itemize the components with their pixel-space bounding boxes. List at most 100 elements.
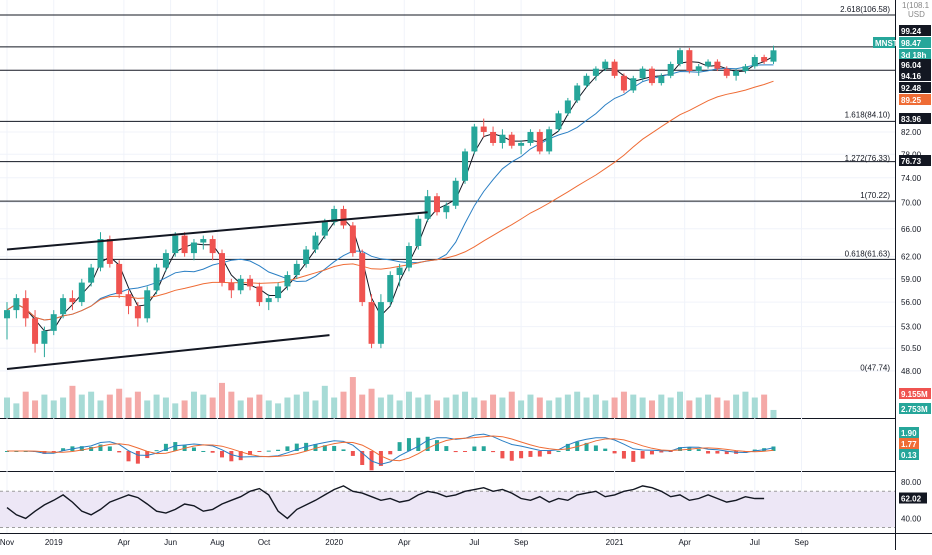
macd-hist-bar (416, 437, 421, 451)
candle-body (705, 61, 712, 67)
price-badge-text: MNST (875, 39, 898, 48)
ma-line-ma_mid (6, 64, 774, 321)
volume-bar (172, 403, 179, 418)
macd-hist-bar (472, 446, 477, 451)
candle-body (630, 78, 637, 91)
volume-bar (340, 391, 347, 418)
volume-bar (742, 391, 749, 418)
candle-body (658, 75, 665, 84)
macd-hist-bar (406, 438, 411, 451)
fib-label: 2.618(106.58) (840, 5, 890, 14)
candle-body (218, 253, 225, 283)
volume-bar (209, 397, 216, 418)
corner-label: 1(108.1 (902, 1, 930, 10)
candle-body (125, 294, 132, 307)
volume-bar (415, 397, 422, 418)
macd-hist-bar (126, 451, 131, 462)
candle-body (162, 253, 169, 268)
horizontal-levels (0, 14, 895, 260)
macd-hist-bar (294, 443, 299, 451)
candle-body (723, 68, 730, 76)
candle-body (405, 246, 412, 268)
macd-hist-bar (481, 446, 486, 451)
candle-body (415, 218, 422, 247)
volume-bar (424, 394, 431, 418)
candle-body (181, 235, 188, 254)
volume-bar (546, 400, 553, 418)
candle-body (677, 50, 684, 64)
volume-bar (564, 394, 571, 418)
macd-hist-bar (678, 447, 683, 451)
volume-bar (331, 397, 338, 418)
fib-labels: 2.618(106.58) 1.618(84.10) 1.272(76.33) 1(7… (840, 5, 890, 372)
volume-bar (471, 397, 478, 418)
macd-badge (899, 438, 919, 449)
volume-bar (695, 397, 702, 418)
macd-hist-bar (219, 451, 224, 458)
macd-pane (5, 433, 776, 471)
candle-body (667, 63, 674, 76)
volume-bar (396, 400, 403, 418)
volume-badge (899, 388, 931, 399)
rsi-badge (899, 492, 927, 504)
macd-hist-bar (547, 451, 552, 455)
volume-bar (237, 400, 244, 418)
macd-badge-text: 0.13 (901, 451, 917, 460)
candle-body (172, 235, 179, 254)
macd-hist-bar (79, 446, 84, 451)
volume-bar (4, 397, 11, 418)
candle-body (144, 290, 151, 319)
candle-body (480, 126, 487, 132)
price-badge (873, 37, 895, 48)
candle-body (490, 131, 497, 143)
volume-bar (499, 397, 506, 418)
volume-bar (153, 394, 160, 418)
volume-bar (527, 394, 534, 418)
candle-body (60, 298, 67, 315)
candle-body (4, 310, 11, 319)
volume-bar (200, 394, 207, 418)
volume-bar (88, 391, 95, 418)
macd-hist-bar (715, 451, 720, 454)
candle-body (41, 330, 48, 344)
candle-body (686, 50, 693, 72)
volume-bar (405, 391, 412, 418)
rsi-pane: 80.00 40.00 (0, 478, 922, 528)
candle-body (293, 263, 300, 276)
price-badge-text: 94.16 (901, 72, 922, 81)
volume-bar (611, 397, 618, 418)
macd-hist-bar (173, 442, 178, 451)
volume-badge-text: 9.155M (901, 390, 928, 399)
time-label: Sep (794, 538, 809, 547)
volume-bar (658, 394, 665, 418)
macd-hist-bar (444, 446, 449, 451)
price-tick-label: 48.00 (901, 367, 922, 376)
volume-bar (265, 400, 272, 418)
time-label: Oct (258, 538, 271, 547)
volume-bar (78, 394, 85, 418)
price-badge (899, 25, 931, 36)
candle-body (22, 298, 29, 319)
candle-body (321, 222, 328, 236)
price-badge-text: 98.47 (901, 39, 922, 48)
time-label: Apr (678, 538, 691, 547)
volume-bar (536, 397, 543, 418)
currency-label: USD (908, 10, 925, 19)
volume-bar (50, 400, 57, 418)
candle-body (433, 196, 440, 213)
time-axis: Nov 2019 Apr Jun Aug Oct 2020 Apr Jul Sep 2021 Apr J… (0, 538, 809, 547)
volume-bar (480, 400, 487, 418)
candle-body (424, 196, 431, 219)
candle-body (499, 134, 506, 143)
price-axis: 82.00 78.00 74.00 70.00 66.00 62.00 59.00 56.00… (901, 128, 922, 376)
volume-bar (574, 391, 581, 418)
price-badge (899, 113, 931, 124)
volume-bar (490, 394, 497, 418)
macd-hist-bar (257, 451, 262, 452)
volume-bar (620, 391, 627, 418)
grid (0, 0, 895, 533)
macd-hist-bar (285, 446, 290, 451)
macd-hist-bar (771, 446, 776, 451)
macd-hist-bar (696, 449, 701, 451)
